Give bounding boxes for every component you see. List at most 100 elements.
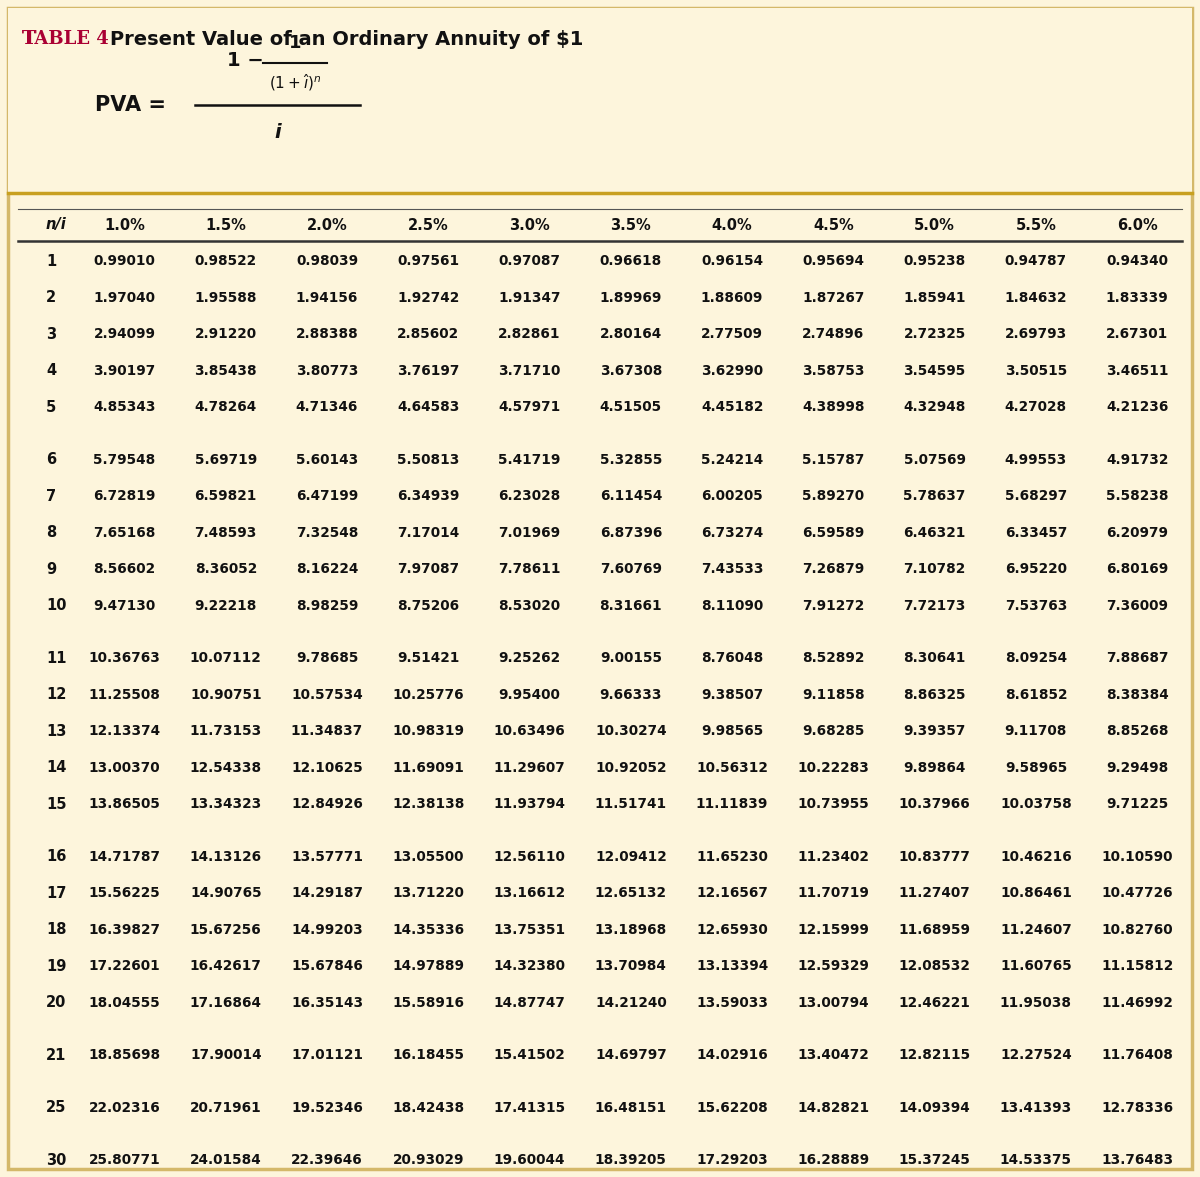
Text: 0.96618: 0.96618 [600,254,662,268]
Text: 0.95694: 0.95694 [803,254,864,268]
Text: 14.13126: 14.13126 [190,850,262,864]
Text: 17.29203: 17.29203 [696,1153,768,1168]
Text: 1.5%: 1.5% [205,218,246,233]
Text: 5.32855: 5.32855 [600,453,662,466]
Text: 10.98319: 10.98319 [392,724,464,738]
Text: 2.74896: 2.74896 [803,327,864,341]
Text: 8.36052: 8.36052 [194,563,257,576]
Text: 17: 17 [46,885,66,900]
Text: 7.01969: 7.01969 [498,526,560,539]
Text: 7.65168: 7.65168 [94,526,156,539]
Text: 15: 15 [46,797,66,812]
Text: 8.09254: 8.09254 [1004,651,1067,665]
Text: 2.80164: 2.80164 [600,327,662,341]
Text: 5.89270: 5.89270 [803,490,864,503]
Text: 14.69797: 14.69797 [595,1048,667,1062]
Text: 1.87267: 1.87267 [802,291,864,305]
Text: 17.22601: 17.22601 [89,959,161,973]
Text: 3.80773: 3.80773 [296,364,359,378]
Text: 10.47726: 10.47726 [1102,886,1172,900]
Text: 13.76483: 13.76483 [1102,1153,1174,1168]
Text: 2: 2 [46,290,56,305]
Text: 15.37245: 15.37245 [899,1153,971,1168]
Text: 2.72325: 2.72325 [904,327,966,341]
Text: 4.45182: 4.45182 [701,400,763,414]
Text: 1.85941: 1.85941 [904,291,966,305]
Text: 3.62990: 3.62990 [701,364,763,378]
Text: 11.51741: 11.51741 [595,797,667,811]
Text: 6.46321: 6.46321 [904,526,966,539]
Text: 15.58916: 15.58916 [392,996,464,1010]
Text: 6.95220: 6.95220 [1004,563,1067,576]
Text: 10.63496: 10.63496 [493,724,565,738]
Text: 7.88687: 7.88687 [1106,651,1169,665]
Text: 16.28889: 16.28889 [797,1153,870,1168]
Text: 2.67301: 2.67301 [1106,327,1169,341]
Text: 1.92742: 1.92742 [397,291,460,305]
Text: 10.92052: 10.92052 [595,760,666,774]
Text: 12.09412: 12.09412 [595,850,667,864]
Text: 8.38384: 8.38384 [1106,687,1169,701]
Text: 12.65132: 12.65132 [595,886,667,900]
Text: 2.0%: 2.0% [307,218,348,233]
Text: 10.36763: 10.36763 [89,651,161,665]
Text: 9.11708: 9.11708 [1004,724,1067,738]
Text: 7.91272: 7.91272 [803,599,864,612]
Text: Present Value of an Ordinary Annuity of $1: Present Value of an Ordinary Annuity of … [110,29,583,49]
Text: 10.22283: 10.22283 [798,760,869,774]
Text: 8.85268: 8.85268 [1106,724,1169,738]
Text: 16: 16 [46,849,66,864]
Text: 8.11090: 8.11090 [701,599,763,612]
Text: 13.71220: 13.71220 [392,886,464,900]
Text: 8.76048: 8.76048 [701,651,763,665]
Text: 11.24607: 11.24607 [1000,923,1072,937]
Text: 1.84632: 1.84632 [1004,291,1067,305]
Text: 12.08532: 12.08532 [899,959,971,973]
Text: 11.69091: 11.69091 [392,760,464,774]
Text: 9.29498: 9.29498 [1106,760,1169,774]
Text: 9.11858: 9.11858 [802,687,865,701]
Text: 1.97040: 1.97040 [94,291,156,305]
Text: 6.0%: 6.0% [1117,218,1158,233]
Text: 4.32948: 4.32948 [904,400,966,414]
Bar [8,8,1192,193]
Text: 14.35336: 14.35336 [392,923,464,937]
Text: 6.73274: 6.73274 [701,526,763,539]
Text: 6.23028: 6.23028 [498,490,560,503]
Text: 13.34323: 13.34323 [190,797,262,811]
Text: 4.85343: 4.85343 [94,400,156,414]
Text: 6: 6 [46,452,56,467]
Text: 5.79548: 5.79548 [94,453,156,466]
Text: 5.41719: 5.41719 [498,453,560,466]
Text: 14.21240: 14.21240 [595,996,667,1010]
Text: 9.47130: 9.47130 [94,599,156,612]
Text: 10.86461: 10.86461 [1000,886,1072,900]
Text: 18: 18 [46,922,66,937]
Text: 0.98522: 0.98522 [194,254,257,268]
Text: 8.52892: 8.52892 [802,651,864,665]
Text: 8.31661: 8.31661 [600,599,662,612]
Text: 18.85698: 18.85698 [89,1048,161,1062]
Text: 18.39205: 18.39205 [595,1153,667,1168]
Text: 10.56312: 10.56312 [696,760,768,774]
Text: 3.76197: 3.76197 [397,364,460,378]
Text: 5.78637: 5.78637 [904,490,966,503]
Text: 1.95588: 1.95588 [194,291,257,305]
Text: 0.95238: 0.95238 [904,254,966,268]
Text: 4.64583: 4.64583 [397,400,460,414]
Text: 7.17014: 7.17014 [397,526,460,539]
Text: 16.18455: 16.18455 [392,1048,464,1062]
Text: 9.58965: 9.58965 [1004,760,1067,774]
Text: 9.66333: 9.66333 [600,687,662,701]
Text: 3.50515: 3.50515 [1004,364,1067,378]
Text: 9.71225: 9.71225 [1106,797,1169,811]
Text: 7.10782: 7.10782 [904,563,966,576]
Text: 16.39827: 16.39827 [89,923,161,937]
Text: 13.00794: 13.00794 [798,996,869,1010]
Text: 11.15812: 11.15812 [1102,959,1174,973]
Text: 5.07569: 5.07569 [904,453,966,466]
Text: 1.89969: 1.89969 [600,291,662,305]
Text: 11: 11 [46,651,66,665]
Text: 7.60769: 7.60769 [600,563,662,576]
Text: 13.16612: 13.16612 [493,886,565,900]
